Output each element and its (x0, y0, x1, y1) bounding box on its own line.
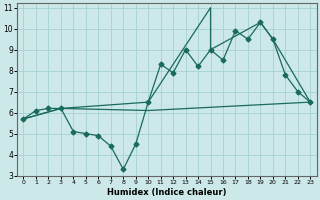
X-axis label: Humidex (Indice chaleur): Humidex (Indice chaleur) (107, 188, 227, 197)
